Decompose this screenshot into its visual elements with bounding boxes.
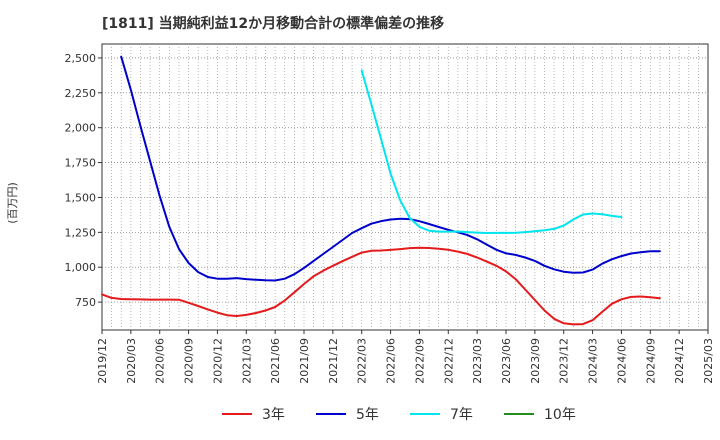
series-line-3年 — [101, 246, 661, 326]
y-tick-label: 1,500 — [65, 191, 97, 204]
x-axis: 2019/12 2020/03 2020/06 2020/09 2020/12 2021/… — [96, 330, 715, 384]
x-tick-label: 2022/06 — [385, 338, 398, 384]
y-tick-label: 1,000 — [65, 261, 97, 274]
x-tick-label: 2020/06 — [154, 338, 167, 384]
x-tick-label: 2022/09 — [413, 338, 426, 384]
x-tick-label: 2024/06 — [615, 338, 628, 384]
x-tick-label: 2023/06 — [500, 338, 513, 384]
legend-label: 10年 — [544, 407, 576, 423]
x-tick-label: 2023/09 — [529, 338, 542, 384]
legend-label: 5年 — [356, 407, 379, 423]
x-tick-label: 2020/03 — [125, 338, 138, 384]
y-tick-label: 2,250 — [65, 87, 97, 100]
x-tick-label: 2020/09 — [183, 338, 196, 384]
series-group — [101, 55, 661, 326]
x-tick-label: 2022/03 — [356, 338, 369, 384]
legend-label: 3年 — [262, 407, 285, 423]
x-tick-label: 2024/09 — [644, 338, 657, 384]
y-axis: 750 1,000 1,250 1,500 1,750 2,000 2,250 2,500 — [65, 52, 102, 309]
y-axis-label: (百万円) — [6, 182, 19, 224]
y-tick-label: 2,500 — [65, 52, 97, 65]
x-tick-label: 2019/12 — [96, 338, 109, 384]
x-tick-label: 2024/12 — [673, 338, 686, 384]
series-line-5年 — [120, 55, 661, 282]
legend-label: 7年 — [450, 407, 473, 423]
x-tick-label: 2022/12 — [442, 338, 455, 384]
y-tick-label: 1,250 — [65, 226, 97, 239]
x-tick-label: 2021/12 — [327, 338, 340, 384]
x-tick-label: 2021/09 — [298, 338, 311, 384]
x-tick-label: 2024/03 — [587, 338, 600, 384]
x-tick-label: 2023/12 — [558, 338, 571, 384]
legend: 3年 5年 7年 10年 — [222, 407, 576, 423]
x-tick-label: 2020/12 — [211, 338, 224, 384]
grid — [102, 44, 708, 330]
y-tick-label: 750 — [75, 296, 96, 309]
y-tick-label: 2,000 — [65, 122, 97, 135]
x-tick-label: 2021/06 — [269, 338, 282, 384]
chart-title: [1811] 当期純利益12か月移動合計の標準偏差の推移 — [102, 15, 444, 32]
plot-area — [101, 43, 709, 331]
series-line-7年 — [360, 69, 623, 234]
x-tick-label: 2023/03 — [471, 338, 484, 384]
x-tick-label: 2025/03 — [702, 338, 715, 384]
x-tick-label: 2021/03 — [240, 338, 253, 384]
y-tick-label: 1,750 — [65, 157, 97, 170]
